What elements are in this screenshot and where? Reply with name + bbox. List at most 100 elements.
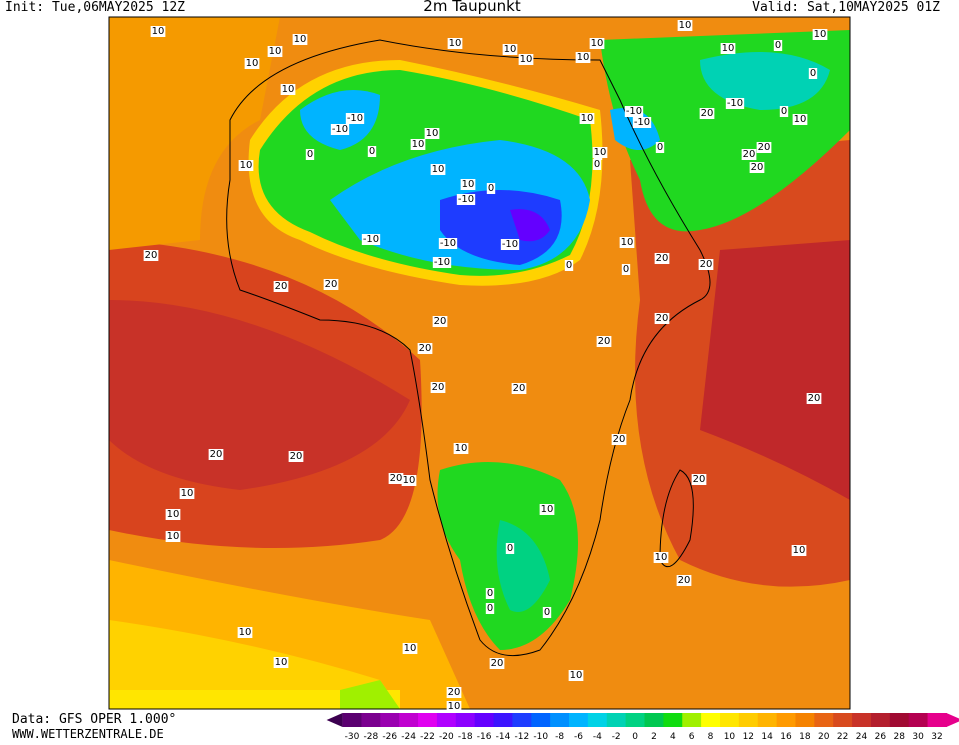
contour-label-box — [446, 701, 462, 712]
contour-label-box — [361, 234, 381, 245]
colorbar-swatch — [569, 713, 589, 727]
contour-label: 10 — [269, 46, 282, 57]
colorbar-tick-label: 10 — [724, 732, 736, 741]
contour-label: -10 — [727, 98, 743, 109]
contour-label: 20 — [656, 313, 669, 324]
contour-label: 0 — [307, 149, 313, 160]
contour-label: 10 — [404, 643, 417, 654]
contour-label-box — [165, 509, 181, 520]
contour-label: 20 — [432, 382, 445, 393]
colorbar-swatch — [663, 713, 683, 727]
contour-label: 0 — [566, 260, 572, 271]
contour-labels: 10 10 10 10 10 10 10 10 10 10 10 0 0 10 -10 -10 10 10 0 -10… — [143, 20, 828, 712]
colorbar-tick-label: 18 — [799, 732, 811, 741]
contour-label: 0 — [775, 40, 781, 51]
contour-label: 10 — [426, 128, 439, 139]
colorbar-tick-label: 26 — [875, 732, 887, 741]
contour-label: 10 — [403, 475, 416, 486]
contour-label: 10 — [432, 164, 445, 175]
contour-label-box — [150, 26, 166, 37]
colorbar-tick-label: -10 — [533, 732, 548, 741]
contour-label-box — [655, 142, 665, 153]
contour-label: 10 — [504, 44, 517, 55]
contour-label: 20 — [419, 343, 432, 354]
contour-label: 20 — [434, 316, 447, 327]
contour-label-box — [280, 84, 296, 95]
colorbar-swatch — [455, 713, 476, 727]
contour-label-box — [424, 128, 440, 139]
contour-label: 0 — [488, 183, 494, 194]
contour-label-box — [596, 336, 612, 347]
contour-label: 10 — [793, 545, 806, 556]
contour-label-box — [654, 313, 670, 324]
contour-label-box — [244, 58, 260, 69]
contour-label: 10 — [448, 701, 461, 712]
colorbar-tick-label: 20 — [818, 732, 830, 741]
contour-label: 20 — [701, 108, 714, 119]
contour-label: -10 — [363, 234, 379, 245]
contour-label-box — [430, 382, 446, 393]
contour-label-box — [237, 627, 253, 638]
colorbar-swatch — [493, 713, 513, 727]
colorbar-swatch — [644, 713, 664, 727]
contour-label-box — [453, 443, 469, 454]
contour-label-box — [485, 603, 495, 614]
colorbar-tick-label: 0 — [632, 732, 638, 741]
contour-label: 20 — [275, 281, 288, 292]
contour-label: 0 — [657, 142, 663, 153]
contour-label-box — [238, 160, 254, 171]
contour-label: 0 — [487, 588, 493, 599]
contour-label: 20 — [513, 383, 526, 394]
contour-label: -10 — [626, 106, 642, 117]
contour-label-box — [725, 98, 745, 109]
contour-label-box — [592, 147, 608, 158]
contour-label: 10 — [240, 160, 253, 171]
contour-label: 20 — [325, 279, 338, 290]
contour-label: 10 — [581, 113, 594, 124]
colorbar-swatch — [682, 713, 702, 727]
contour-label-box — [699, 108, 715, 119]
contour-label-box — [677, 20, 693, 31]
colorbar-swatch — [908, 713, 929, 727]
contour-label: 10 — [275, 657, 288, 668]
contour-label-box — [305, 149, 315, 160]
contour-label: 10 — [449, 38, 462, 49]
contour-label: 10 — [722, 43, 735, 54]
contour-label-box — [564, 260, 574, 271]
contour-label-box — [460, 179, 476, 190]
contour-label: 10 — [282, 84, 295, 95]
contour-label: 10 — [570, 670, 583, 681]
contour-label: -10 — [440, 238, 456, 249]
colorbar-tick-label: -24 — [401, 732, 416, 741]
colorbar-tick-label: -30 — [345, 732, 360, 741]
contour-label: 10 — [239, 627, 252, 638]
contour-label: 20 — [290, 451, 303, 462]
colorbar-tick-label: 12 — [743, 732, 754, 741]
contour-label: 10 — [152, 26, 165, 37]
colorbar-tick-label: -12 — [514, 732, 529, 741]
colorbar-swatch — [380, 713, 400, 727]
contour-label: 20 — [743, 149, 756, 160]
colorbar-tick-label: 32 — [931, 732, 942, 741]
contour-label: 10 — [167, 509, 180, 520]
contour-label-box — [589, 38, 605, 49]
colorbar-swatch — [399, 713, 419, 727]
colorbar-tick-label: -14 — [496, 732, 511, 741]
colorbar-swatch — [587, 713, 608, 727]
contour-label: -10 — [434, 257, 450, 268]
colorbar-tick-label: -26 — [382, 732, 397, 741]
colorbar-arrow — [946, 713, 959, 727]
contour-label-box — [806, 393, 822, 404]
contour-label-box — [292, 34, 308, 45]
colorbar-swatch — [833, 713, 853, 727]
colorbar-swatch — [418, 713, 438, 727]
contour-label-box — [502, 44, 518, 55]
colorbar-swatch — [889, 713, 910, 727]
contour-label-box — [624, 106, 644, 117]
contour-label: 0 — [810, 68, 816, 79]
contour-label: 20 — [210, 449, 223, 460]
contour-label-box — [539, 504, 555, 515]
contour-label: 10 — [655, 552, 668, 563]
contour-label-box — [447, 38, 463, 49]
